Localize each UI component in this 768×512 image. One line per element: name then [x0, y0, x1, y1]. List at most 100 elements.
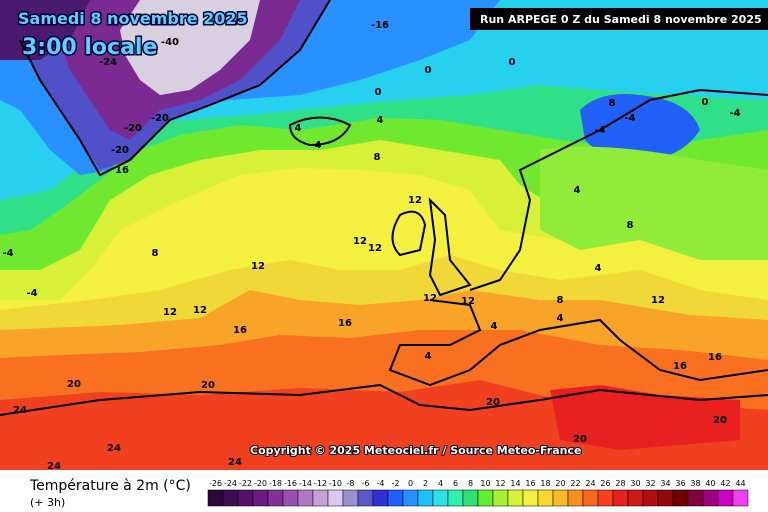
contour-label: 20: [201, 380, 215, 391]
contour-label: 0: [509, 57, 516, 68]
legend-tick: 2: [423, 479, 428, 488]
legend-swatch: [642, 489, 659, 507]
colorbar: -26 -24 -22 -20 -18 -16 -14 -12 -10 -8 -6 -4 -2 0 2 4 6 8…: [207, 479, 749, 507]
legend-tick: 20: [555, 479, 565, 488]
legend-tick: 4: [438, 479, 443, 488]
contour-label: 16: [708, 352, 722, 363]
contour-label: -20: [151, 113, 169, 124]
map-date: Samedi 8 novembre 2025: [18, 9, 248, 28]
contour-label: 20: [713, 415, 727, 426]
contour-label: 12: [408, 195, 422, 206]
contour-label: 12: [368, 243, 382, 254]
legend-swatch: [432, 489, 449, 507]
legend-tick: 40: [705, 479, 715, 488]
contour-label: 16: [115, 165, 129, 176]
legend-tick: -10: [329, 479, 342, 488]
contour-label: 4: [574, 185, 581, 196]
legend-tick: 32: [645, 479, 655, 488]
scandinavia-cold: [580, 94, 700, 160]
legend-swatch: [282, 489, 299, 507]
contour-label: 16: [673, 361, 687, 372]
legend-swatch: [357, 489, 374, 507]
contour-label: 12: [251, 261, 265, 272]
legend-tick: -24: [224, 479, 237, 488]
contour-label: 8: [557, 295, 564, 306]
contour-label: 4: [425, 351, 432, 362]
contour-label: -4: [729, 108, 740, 119]
legend-swatch: [522, 489, 539, 507]
legend-tick: 16: [525, 479, 535, 488]
contour-label: -4: [624, 113, 635, 124]
legend-tick: -18: [269, 479, 282, 488]
legend-swatch: [462, 489, 479, 507]
legend-tick: 44: [735, 479, 745, 488]
run-info: Run ARPEGE 0 Z du Samedi 8 novembre 2025: [480, 13, 762, 26]
contour-label: 24: [228, 457, 242, 468]
contour-label: 12: [193, 305, 207, 316]
contour-label: 0: [702, 97, 709, 108]
legend-swatch: [417, 489, 434, 507]
legend-swatch: [372, 489, 389, 507]
europe-mild: [540, 146, 768, 260]
contour-labels: 000444816-20-20-20-24-408121212161612121…: [2, 20, 740, 472]
contour-label: 8: [609, 98, 616, 109]
contour-label: 20: [573, 434, 587, 445]
contour-label: 12: [461, 296, 475, 307]
legend-tick: -12: [314, 479, 327, 488]
legend-swatch: [717, 489, 734, 507]
legend-swatch: [537, 489, 554, 507]
contour-label: -20: [111, 145, 129, 156]
legend-tick: 8: [468, 479, 473, 488]
legend-tick: -22: [239, 479, 252, 488]
legend-tick: -16: [284, 479, 297, 488]
legend-title: Température à 2m (°C): [29, 478, 191, 494]
legend-swatch: [627, 489, 644, 507]
legend-swatch: [387, 489, 404, 507]
copyright: Copyright © 2025 Meteociel.fr / Source M…: [250, 444, 581, 457]
legend-swatch: [597, 489, 614, 507]
contour-label: 8: [374, 152, 381, 163]
contour-label: 4: [295, 123, 302, 134]
contour-label: 8: [627, 220, 634, 231]
legend-tick: 6: [453, 479, 458, 488]
legend-swatch: [327, 489, 344, 507]
legend-tick: 36: [675, 479, 685, 488]
legend-swatch: [672, 489, 689, 507]
legend-tick: -6: [362, 479, 370, 488]
run-box: [470, 8, 768, 30]
legend-swatch: [492, 489, 509, 507]
contour-label: -4: [26, 288, 37, 299]
legend-tick: -20: [254, 479, 267, 488]
contour-label: 12: [651, 295, 665, 306]
legend-swatch: [657, 489, 674, 507]
legend-swatch: [237, 489, 254, 507]
legend-tick: 38: [690, 479, 700, 488]
contour-label: 4: [595, 263, 602, 274]
contour-label: 20: [486, 397, 500, 408]
map-time: 3:00 locale: [22, 35, 157, 60]
contour-label: 16: [233, 325, 247, 336]
legend-swatch: [567, 489, 584, 507]
legend-tick: 42: [720, 479, 730, 488]
contour-label: -4: [594, 125, 605, 136]
legend-swatch: [687, 489, 704, 507]
contour-label: -4: [2, 248, 13, 259]
legend-swatch: [312, 489, 329, 507]
contour-label: 4: [491, 321, 498, 332]
africa-warm: [550, 385, 740, 450]
legend-tick: 24: [585, 479, 595, 488]
legend-swatch: [252, 489, 269, 507]
legend-tick: -8: [347, 479, 355, 488]
legend-swatch: [732, 489, 749, 507]
contour-label: 16: [338, 318, 352, 329]
contour-label: 4: [377, 115, 384, 126]
contour-label: 20: [67, 379, 81, 390]
legend-tick: 30: [630, 479, 640, 488]
contour-label: 0: [375, 87, 382, 98]
contour-label: 0: [425, 65, 432, 76]
legend-swatch: [582, 489, 599, 507]
contour-label: -16: [371, 20, 389, 31]
legend-swatch: [222, 489, 239, 507]
contour-label: 24: [47, 461, 61, 472]
legend-tick: 14: [510, 479, 520, 488]
